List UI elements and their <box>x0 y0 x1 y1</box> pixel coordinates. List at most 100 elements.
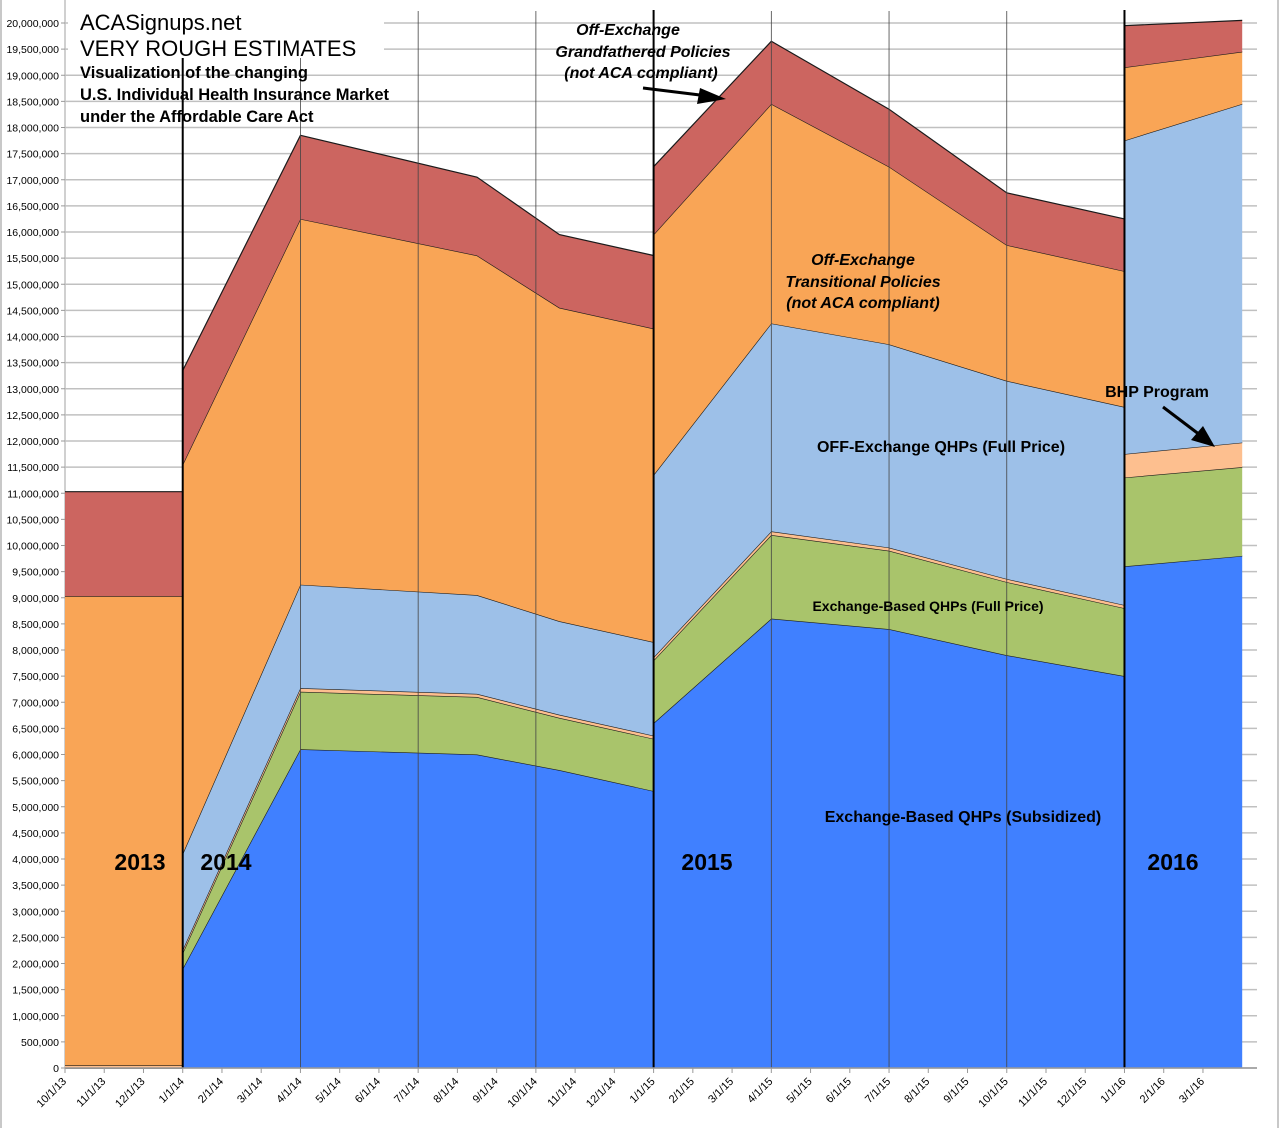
line-grandfathered-2016 <box>1124 19 1243 27</box>
y-tick-label: 20,000,000 <box>6 18 59 30</box>
y-axis-ticks: 0 500,000 1,000,000 1,500,000 2,000,000 2,500… <box>6 18 65 1075</box>
x-tick-label: 2/1/15 <box>667 1076 697 1106</box>
y-tick-label: 9,000,000 <box>12 593 59 605</box>
annotation-off-exchange-qhp: OFF-Exchange QHPs (Full Price) <box>817 439 1065 456</box>
chart-title-block: ACASignups.net VERY ROUGH ESTIMATES Visu… <box>68 8 390 126</box>
y-tick-label: 14,000,000 <box>6 332 59 344</box>
annotation-grandfathered: Off-Exchange Grandfathered Policies (not… <box>555 22 731 104</box>
x-tick-label: 10/1/14 <box>506 1076 540 1110</box>
chart-title: ACASignups.net <box>80 10 241 35</box>
x-tick-label: 3/1/15 <box>706 1076 736 1106</box>
x-tick-label: 9/1/15 <box>942 1076 972 1106</box>
x-tick-label: 12/1/13 <box>113 1076 147 1110</box>
year-label-2013: 2013 <box>114 849 165 875</box>
x-tick-label: 11/1/13 <box>74 1076 108 1110</box>
y-tick-label: 13,000,000 <box>6 384 59 396</box>
annotation-transitional: Off-Exchange Transitional Policies (not … <box>785 252 940 312</box>
y-tick-label: 3,500,000 <box>12 880 59 892</box>
y-tick-label: 1,000,000 <box>12 1011 59 1023</box>
annotation-grandfathered-line-3: (not ACA compliant) <box>564 65 717 82</box>
y-tick-label: 2,500,000 <box>12 932 59 944</box>
y-tick-label: 0 <box>53 1063 59 1075</box>
y-tick-label: 2,000,000 <box>12 959 59 971</box>
area-transitional-2016 <box>1124 51 1243 141</box>
y-tick-label: 7,500,000 <box>12 671 59 683</box>
annotation-grandfathered-line-1: Off-Exchange <box>576 22 680 39</box>
x-tick-label: 6/1/14 <box>353 1076 383 1106</box>
x-tick-label: 7/1/14 <box>392 1076 422 1106</box>
x-tick-label: 10/1/13 <box>35 1076 69 1110</box>
annotation-bhp-label: BHP Program <box>1105 384 1209 401</box>
y-tick-label: 11,000,000 <box>7 488 59 500</box>
vertical-gridlines <box>181 10 1126 1068</box>
y-tick-label: 8,000,000 <box>12 645 59 657</box>
description-line-3: under the Affordable Care Act <box>80 108 314 126</box>
x-tick-label: 11/1/15 <box>1016 1076 1050 1110</box>
y-tick-label: 4,500,000 <box>12 828 59 840</box>
x-tick-label: 2/1/14 <box>196 1076 226 1106</box>
x-tick-label: 9/1/14 <box>471 1076 501 1106</box>
x-tick-label: 1/1/14 <box>157 1076 187 1106</box>
y-tick-label: 17,000,000 <box>6 175 59 187</box>
x-tick-label: 1/1/16 <box>1098 1076 1128 1106</box>
x-tick-label: 1/1/15 <box>628 1076 658 1106</box>
y-tick-label: 12,000,000 <box>6 436 59 448</box>
y-tick-label: 5,000,000 <box>12 802 59 814</box>
y-tick-label: 16,500,000 <box>6 201 59 213</box>
y-tick-label: 15,500,000 <box>6 253 59 265</box>
x-tick-label: 3/1/16 <box>1177 1076 1207 1106</box>
y-tick-label: 15,000,000 <box>6 279 59 291</box>
area-exchange_full-2016 <box>1124 467 1243 567</box>
y-tick-label: 10,500,000 <box>6 514 59 526</box>
y-tick-label: 19,000,000 <box>6 70 59 82</box>
x-tick-label: 4/1/14 <box>274 1076 304 1106</box>
y-tick-label: 5,500,000 <box>12 776 59 788</box>
x-tick-label: 4/1/15 <box>745 1076 775 1106</box>
x-tick-label: 11/1/14 <box>545 1076 579 1110</box>
y-tick-label: 4,000,000 <box>12 854 59 866</box>
chart-subtitle: VERY ROUGH ESTIMATES <box>80 36 356 61</box>
x-tick-label: 3/1/14 <box>235 1076 265 1106</box>
annotation-transitional-line-1: Off-Exchange <box>811 252 915 269</box>
description-line-2: U.S. Individual Health Insurance Market <box>80 86 390 104</box>
y-tick-label: 500,000 <box>21 1037 59 1049</box>
area-off_exchange_qhp-2016 <box>1124 103 1243 455</box>
x-tick-label: 6/1/15 <box>824 1076 854 1106</box>
y-tick-label: 6,500,000 <box>12 723 59 735</box>
area-grandfathered-2013 <box>65 491 183 597</box>
y-tick-label: 8,500,000 <box>12 619 59 631</box>
y-tick-label: 10,000,000 <box>6 541 59 553</box>
x-tick-label: 12/1/15 <box>1055 1076 1089 1110</box>
arrow-bhp-icon <box>1162 405 1215 447</box>
y-tick-label: 18,000,000 <box>6 123 59 135</box>
x-tick-label: 5/1/14 <box>314 1076 344 1106</box>
y-tick-label: 1,500,000 <box>12 985 59 997</box>
annotation-exchange-full: Exchange-Based QHPs (Full Price) <box>812 598 1043 614</box>
x-tick-label: 8/1/15 <box>902 1076 932 1106</box>
y-tick-label: 18,500,000 <box>6 96 59 108</box>
description-line-1: Visualization of the changing <box>80 64 308 82</box>
year-label-2014: 2014 <box>200 849 251 875</box>
area-grandfathered-2016 <box>1124 20 1243 68</box>
y-tick-label: 9,500,000 <box>12 567 59 579</box>
line-grandfathered-2014 <box>182 134 654 371</box>
y-tick-label: 6,000,000 <box>12 750 59 762</box>
y-tick-label: 11,500,000 <box>7 462 59 474</box>
x-tick-label: 12/1/14 <box>584 1076 618 1110</box>
annotation-transitional-line-2: Transitional Policies <box>785 274 940 291</box>
y-tick-label: 17,500,000 <box>6 149 59 161</box>
y-tick-label: 19,500,000 <box>6 44 59 56</box>
area-subsidized-2016 <box>1124 555 1243 1068</box>
x-tick-label: 5/1/15 <box>785 1076 815 1106</box>
y-tick-label: 7,000,000 <box>12 697 59 709</box>
x-tick-label: 8/1/14 <box>431 1076 461 1106</box>
x-tick-label: 7/1/15 <box>863 1076 893 1106</box>
arrow-grandfathered-icon <box>642 86 726 104</box>
x-tick-label: 2/1/16 <box>1138 1076 1168 1106</box>
y-tick-label: 13,500,000 <box>6 358 59 370</box>
title-bg <box>68 8 384 58</box>
x-axis-ticks: 10/1/13 11/1/13 12/1/13 1/1/14 2/1/14 3/1/14 4… <box>35 1068 1207 1110</box>
year-label-2015: 2015 <box>681 849 732 875</box>
annotation-subsidized: Exchange-Based QHPs (Subsidized) <box>825 809 1102 826</box>
annotation-transitional-line-3: (not ACA compliant) <box>786 295 939 312</box>
